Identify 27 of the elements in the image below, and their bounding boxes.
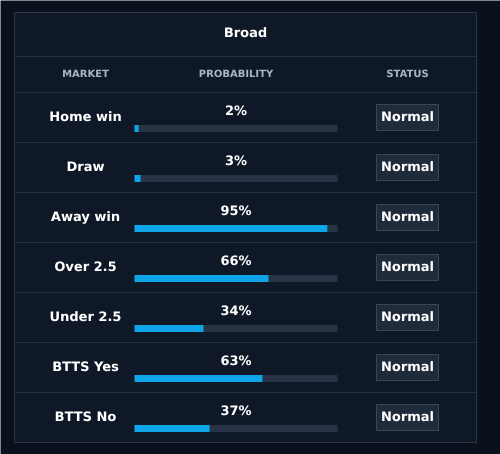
data-label: 37%: [220, 404, 252, 419]
bar: [134, 175, 141, 182]
data-label: 2%: [224, 104, 248, 119]
bar: [134, 125, 139, 132]
y-tick-label: Over 2.5: [54, 260, 117, 275]
text: Normal: [381, 110, 434, 125]
text: Normal: [381, 260, 434, 275]
text: STATUS: [386, 69, 429, 80]
y-axis-title: MARKET: [62, 69, 110, 80]
text: Normal: [381, 310, 434, 325]
data-label: 3%: [224, 154, 248, 169]
y-tick-label: BTTS No: [54, 410, 116, 425]
data-label: 63%: [220, 354, 252, 369]
y-tick-label: Home win: [49, 110, 122, 125]
text: Normal: [381, 410, 434, 425]
x-axis-title: PROBABILITY: [198, 69, 274, 80]
text: Normal: [381, 160, 434, 175]
y-tick-label: BTTS Yes: [52, 360, 120, 375]
text: Normal: [381, 210, 434, 225]
y-tick-label: Draw: [66, 160, 104, 175]
data-label: 66%: [220, 254, 252, 269]
text: Normal: [381, 360, 434, 375]
y-tick-label: Away win: [50, 210, 120, 225]
data-label: 95%: [220, 204, 252, 219]
data-label: 34%: [220, 304, 252, 319]
chart-title: Broad: [224, 26, 268, 41]
y-tick-label: Under 2.5: [50, 310, 122, 325]
